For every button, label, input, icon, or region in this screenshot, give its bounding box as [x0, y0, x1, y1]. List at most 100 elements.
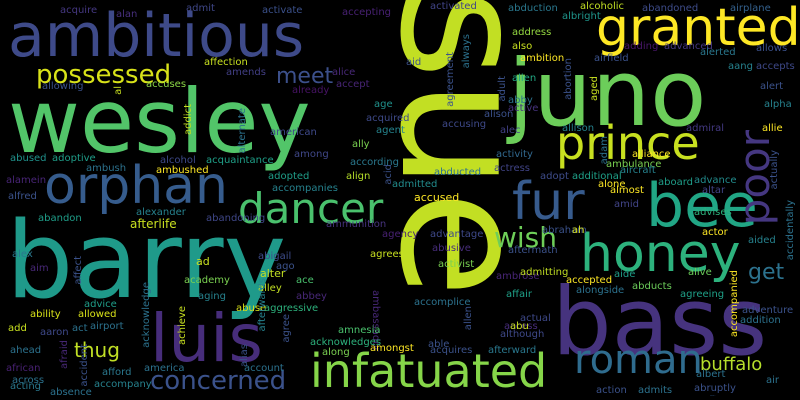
word: account [244, 363, 284, 374]
word: adding [624, 41, 659, 52]
word: align [346, 171, 371, 182]
word: concerned [150, 366, 287, 396]
word: actually [769, 150, 780, 190]
word: ago [276, 261, 295, 272]
word: aide [614, 269, 636, 280]
word: bass [552, 268, 768, 377]
word: accepts [756, 61, 795, 72]
word: actual [520, 313, 551, 324]
word: advises [694, 207, 732, 218]
word: actress [494, 163, 531, 174]
word: activate [262, 5, 303, 16]
word: active [508, 103, 539, 114]
word: abduction [508, 3, 558, 14]
word: action [596, 385, 627, 396]
word: ambrose [496, 271, 540, 282]
word: accomplice [414, 297, 471, 308]
word: aftermath [508, 245, 558, 256]
word: already [292, 85, 330, 96]
word: aided [748, 235, 776, 246]
word: juno [508, 40, 707, 147]
word: amends [226, 67, 266, 78]
word: aged [589, 76, 600, 101]
word: alec [500, 125, 521, 136]
word: dancer [238, 184, 384, 233]
word: altar [702, 185, 726, 196]
word: academy [184, 275, 230, 286]
word: abraham [542, 225, 587, 236]
word: african [6, 363, 41, 374]
word: afterlife [130, 217, 177, 231]
word: aid [406, 57, 422, 68]
word: alice [332, 67, 356, 78]
word: afford [102, 367, 132, 378]
word: aboard [658, 177, 694, 188]
word: ah [572, 225, 585, 236]
word: abortion [563, 58, 574, 100]
word: abbey [296, 291, 327, 302]
word: admit [186, 3, 215, 14]
word: albert [696, 369, 726, 380]
word: alamein [6, 175, 47, 186]
word: infatuated [310, 344, 548, 398]
word: abby [508, 95, 533, 106]
word: air [766, 375, 780, 386]
word: accompanied [729, 270, 740, 338]
word: abu [510, 321, 529, 332]
word: ambulance [606, 159, 662, 170]
word: agent [376, 125, 405, 136]
word: adoptive [52, 153, 96, 164]
word: access [504, 321, 538, 332]
word: advice [84, 299, 117, 310]
word: along [322, 347, 350, 358]
word: affair [506, 289, 533, 300]
word: abigail [258, 251, 292, 262]
word: advanced [664, 41, 713, 52]
word: ambition [520, 53, 565, 64]
word: additional [572, 171, 622, 182]
word: ammunition [326, 219, 387, 230]
word: airfield [594, 53, 629, 64]
word: alfred [8, 191, 37, 202]
word: activated [430, 1, 477, 12]
word: address [512, 27, 552, 38]
word: acting [10, 381, 42, 392]
word: adopt [540, 171, 569, 182]
word: almost [610, 185, 644, 196]
word: alien [512, 73, 537, 84]
word: alert [760, 81, 784, 92]
word: ad [196, 255, 210, 268]
word: alter [260, 267, 286, 280]
word: across [12, 375, 45, 386]
word: able [428, 339, 450, 350]
word: alexander [136, 207, 186, 218]
word: ally [352, 139, 370, 150]
word: admits [638, 385, 673, 396]
word: activist [438, 259, 475, 270]
word: aaron [40, 327, 69, 338]
word: affect [73, 256, 84, 285]
word: ambitious [8, 1, 305, 71]
word: luis [150, 300, 263, 377]
word: ambassador [370, 290, 381, 352]
word: abducts [632, 281, 672, 292]
word: aging [198, 291, 226, 302]
word: abusive [432, 243, 471, 254]
word: alone [598, 179, 626, 190]
word: alcohol [160, 155, 196, 166]
word: aggressive [264, 303, 319, 314]
word: addict [183, 104, 194, 136]
word: abruptly [694, 383, 736, 394]
word: allows [756, 43, 788, 54]
word: admitted [392, 179, 438, 190]
word: also [512, 41, 533, 52]
word: acid [383, 164, 394, 185]
word: accidentally [785, 200, 796, 261]
word: abducted [434, 167, 482, 178]
word: alliance [632, 149, 671, 160]
word: abuse [236, 303, 267, 314]
word: aang [728, 61, 753, 72]
word: thug [74, 338, 120, 362]
word: american [270, 127, 317, 138]
word: allen [463, 306, 474, 331]
